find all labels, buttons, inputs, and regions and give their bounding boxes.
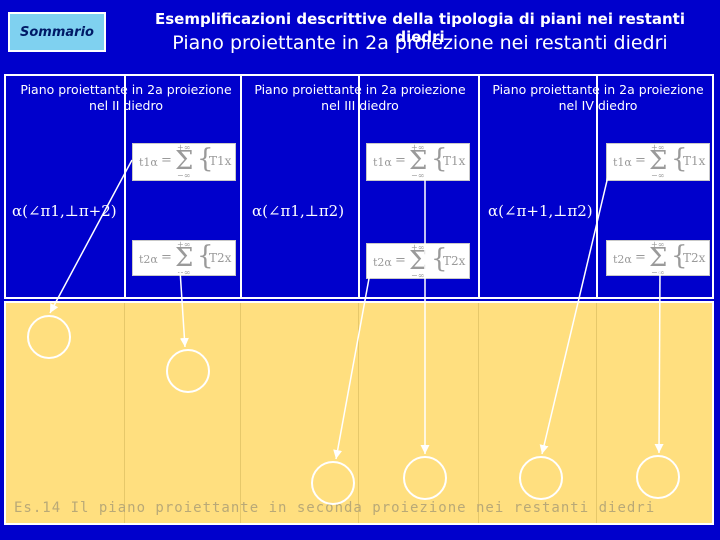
panel-divider-3 — [358, 303, 359, 523]
formula-t1-III: t1α = +∞ Σ −∞ {T1x — [366, 143, 470, 181]
grid-divider-4 — [478, 74, 480, 299]
formula-t2-III: t2α = +∞ Σ −∞ {T2x — [366, 243, 470, 280]
formula-t1-IV: t1α = +∞ Σ −∞ {T1x — [606, 143, 710, 181]
circle-t2-IV — [636, 455, 680, 499]
alpha-notation-IV: α(∠π+1,⊥π2) — [488, 202, 593, 220]
column-heading-II: Piano proiettante in 2a proiezione nel II… — [20, 82, 232, 113]
slide-subtitle: Esemplificazioni descrittive della tipol… — [155, 10, 685, 46]
formula-t2-IV: t2α = +∞ Σ −∞ {T2x — [606, 240, 710, 277]
formula-t1-II: t1α = +∞ Σ −∞ {T1x — [132, 143, 236, 181]
example-caption: Es.14 Il piano proiettante in seconda pr… — [14, 500, 656, 516]
alpha-notation-II: α(∠π1,⊥π+2) — [12, 202, 117, 220]
circle-t2-II — [166, 349, 210, 393]
grid-divider-3 — [358, 74, 360, 299]
circle-t2-III — [311, 461, 355, 505]
column-heading-III: Piano proiettante in 2a proiezione nel II… — [254, 82, 466, 113]
panel-divider-2 — [240, 303, 241, 523]
grid-divider-2 — [240, 74, 242, 299]
summary-button[interactable]: Sommario — [8, 12, 106, 52]
panel-divider-4 — [478, 303, 479, 523]
alpha-notation-III: α(∠π1,⊥π2) — [252, 202, 345, 220]
panel-divider-5 — [596, 303, 597, 523]
drawing-panel — [4, 301, 714, 525]
panel-divider-1 — [124, 303, 125, 523]
circle-t1-III — [403, 456, 447, 500]
circle-t1-II — [27, 315, 71, 359]
formula-t2-II: t2α = +∞ Σ −∞ {T2x — [132, 240, 236, 277]
circle-t1-IV — [519, 456, 563, 500]
slide-title: Piano proiettante in 2a proiezione nei r… — [172, 32, 668, 54]
column-heading-IV: Piano proiettante in 2a proiezione nel IV… — [492, 82, 704, 113]
